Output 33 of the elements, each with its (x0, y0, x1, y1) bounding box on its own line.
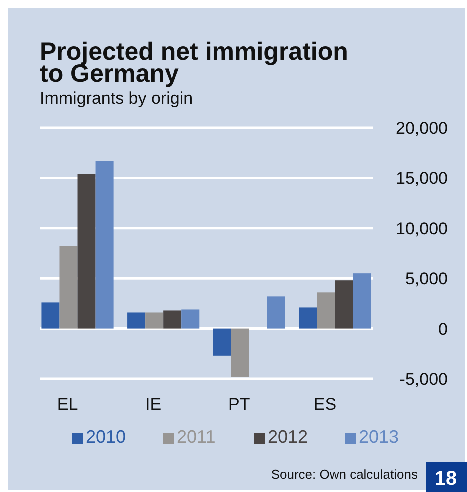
bar (42, 302, 60, 329)
bar (267, 296, 286, 329)
legend-label: 2012 (268, 427, 308, 447)
y-tick-label: 15,000 (396, 169, 448, 188)
chart-subtitle: Immigrants by origin (40, 89, 194, 108)
bar (299, 308, 318, 329)
bar (146, 312, 164, 329)
source-note: Source: Own calculations (271, 467, 418, 482)
legend-label: 2010 (86, 427, 126, 447)
x-tick-label: ES (314, 395, 337, 414)
bar (78, 174, 96, 329)
chart-title: Projected net immigration to Germany (40, 38, 348, 88)
bar (353, 274, 372, 329)
y-tick-label: 5,000 (405, 270, 448, 289)
bar (182, 310, 200, 329)
bar (164, 310, 182, 329)
x-tick-label: EL (57, 395, 78, 414)
bar (96, 161, 114, 329)
bar (317, 292, 336, 329)
legend-label: 2013 (359, 427, 400, 447)
bar (231, 328, 250, 377)
y-tick-label: 20,000 (396, 118, 448, 138)
text: 18 (434, 468, 458, 490)
bar (128, 312, 146, 329)
y-tick-label: 0 (438, 320, 448, 339)
bar (60, 246, 78, 329)
y-tick-label: -5,000 (400, 370, 448, 389)
x-tick-label: IE (146, 395, 162, 414)
bar (335, 280, 354, 329)
x-tick-label: PT (228, 395, 250, 414)
y-tick-label: 10,000 (396, 219, 448, 238)
bar (213, 328, 232, 356)
legend-label: 2011 (177, 427, 216, 447)
